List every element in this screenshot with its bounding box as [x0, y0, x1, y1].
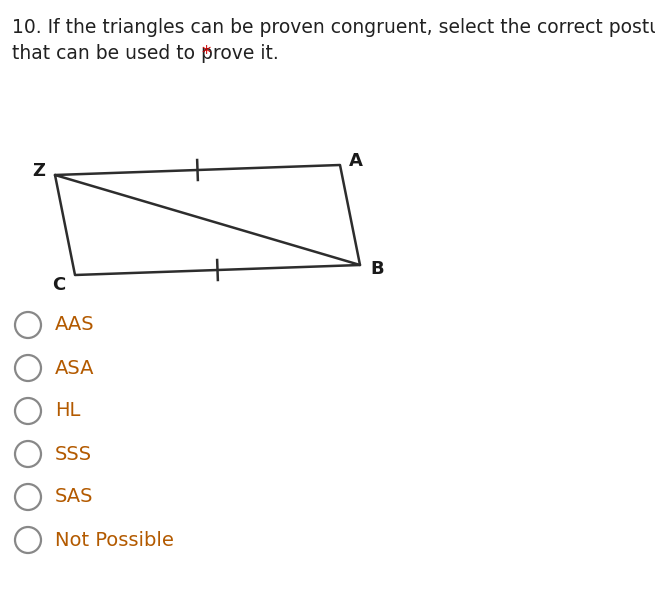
Text: B: B — [370, 260, 384, 278]
Text: HL: HL — [55, 402, 81, 421]
Text: C: C — [52, 276, 66, 294]
Text: Z: Z — [33, 162, 45, 180]
Text: AAS: AAS — [55, 316, 94, 335]
Text: Not Possible: Not Possible — [55, 531, 174, 550]
Text: SSS: SSS — [55, 445, 92, 464]
Text: *: * — [196, 44, 212, 63]
Text: A: A — [349, 152, 363, 170]
Text: SAS: SAS — [55, 488, 94, 507]
Text: that can be used to prove it.: that can be used to prove it. — [12, 44, 279, 63]
Text: 10. If the triangles can be proven congruent, select the correct postulate: 10. If the triangles can be proven congr… — [12, 18, 655, 37]
Text: ASA: ASA — [55, 359, 94, 378]
